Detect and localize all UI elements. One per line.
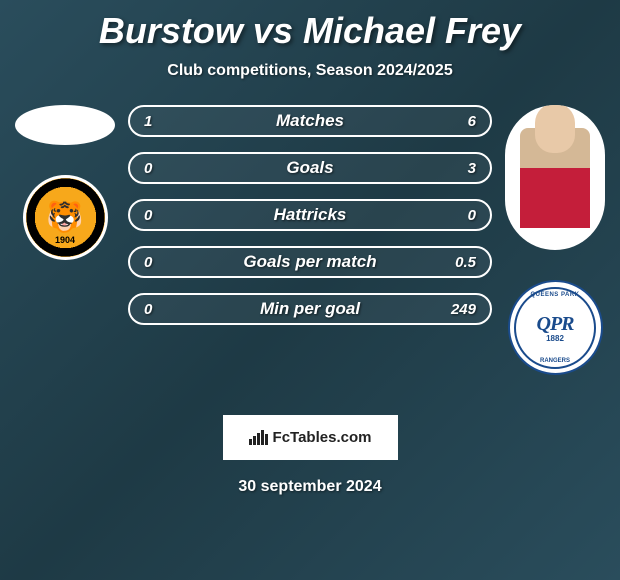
stat-label: Matches: [276, 111, 344, 131]
watermark-badge: FcTables.com: [223, 415, 398, 460]
stat-left-value: 0: [144, 254, 152, 271]
stat-left-value: 0: [144, 207, 152, 224]
qpr-abbrev: QPR: [537, 313, 574, 336]
hull-year: 1904: [55, 235, 75, 245]
stat-row-hattricks: 0 Hattricks 0: [128, 199, 492, 231]
stat-right-value: 3: [468, 160, 476, 177]
page-subtitle: Club competitions, Season 2024/2025: [0, 62, 620, 80]
comparison-content: 🐯 1904 1 Matches 6 0 Goals 3 0 Hattricks…: [0, 105, 620, 375]
qpr-arc-top: QUEENS PARK: [530, 292, 579, 298]
stat-row-matches: 1 Matches 6: [128, 105, 492, 137]
stat-label: Hattricks: [274, 205, 347, 225]
right-player-column: QUEENS PARK QPR 1882 RANGERS: [500, 105, 610, 375]
qpr-arc-bottom: RANGERS: [540, 358, 570, 364]
player-right-avatar: [505, 105, 605, 250]
watermark-text: FcTables.com: [273, 429, 372, 446]
stat-left-value: 1: [144, 113, 152, 130]
stat-row-goals: 0 Goals 3: [128, 152, 492, 184]
stat-row-goals-per-match: 0 Goals per match 0.5: [128, 246, 492, 278]
stat-row-min-per-goal: 0 Min per goal 249: [128, 293, 492, 325]
left-player-column: 🐯 1904: [10, 105, 120, 260]
stat-label: Goals per match: [243, 252, 376, 272]
stat-right-value: 0: [468, 207, 476, 224]
page-title: Burstow vs Michael Frey: [0, 0, 620, 52]
stat-right-value: 249: [451, 301, 476, 318]
player-figure-icon: [520, 128, 590, 228]
stats-list: 1 Matches 6 0 Goals 3 0 Hattricks 0 0 Go…: [120, 105, 500, 325]
player-left-avatar: [15, 105, 115, 145]
stat-label: Min per goal: [260, 299, 360, 319]
player-head-icon: [535, 105, 575, 153]
player-right-club-badge: QUEENS PARK QPR 1882 RANGERS: [508, 280, 603, 375]
stat-right-value: 6: [468, 113, 476, 130]
qpr-inner-ring: QUEENS PARK QPR 1882 RANGERS: [514, 287, 596, 369]
stat-left-value: 0: [144, 301, 152, 318]
qpr-year: 1882: [546, 334, 564, 343]
date-label: 30 september 2024: [0, 478, 620, 496]
stat-label: Goals: [286, 158, 333, 178]
tiger-icon: 🐯: [46, 200, 83, 235]
bar-chart-icon: [249, 430, 268, 445]
stat-right-value: 0.5: [455, 254, 476, 271]
player-left-club-badge: 🐯 1904: [23, 175, 108, 260]
stat-left-value: 0: [144, 160, 152, 177]
